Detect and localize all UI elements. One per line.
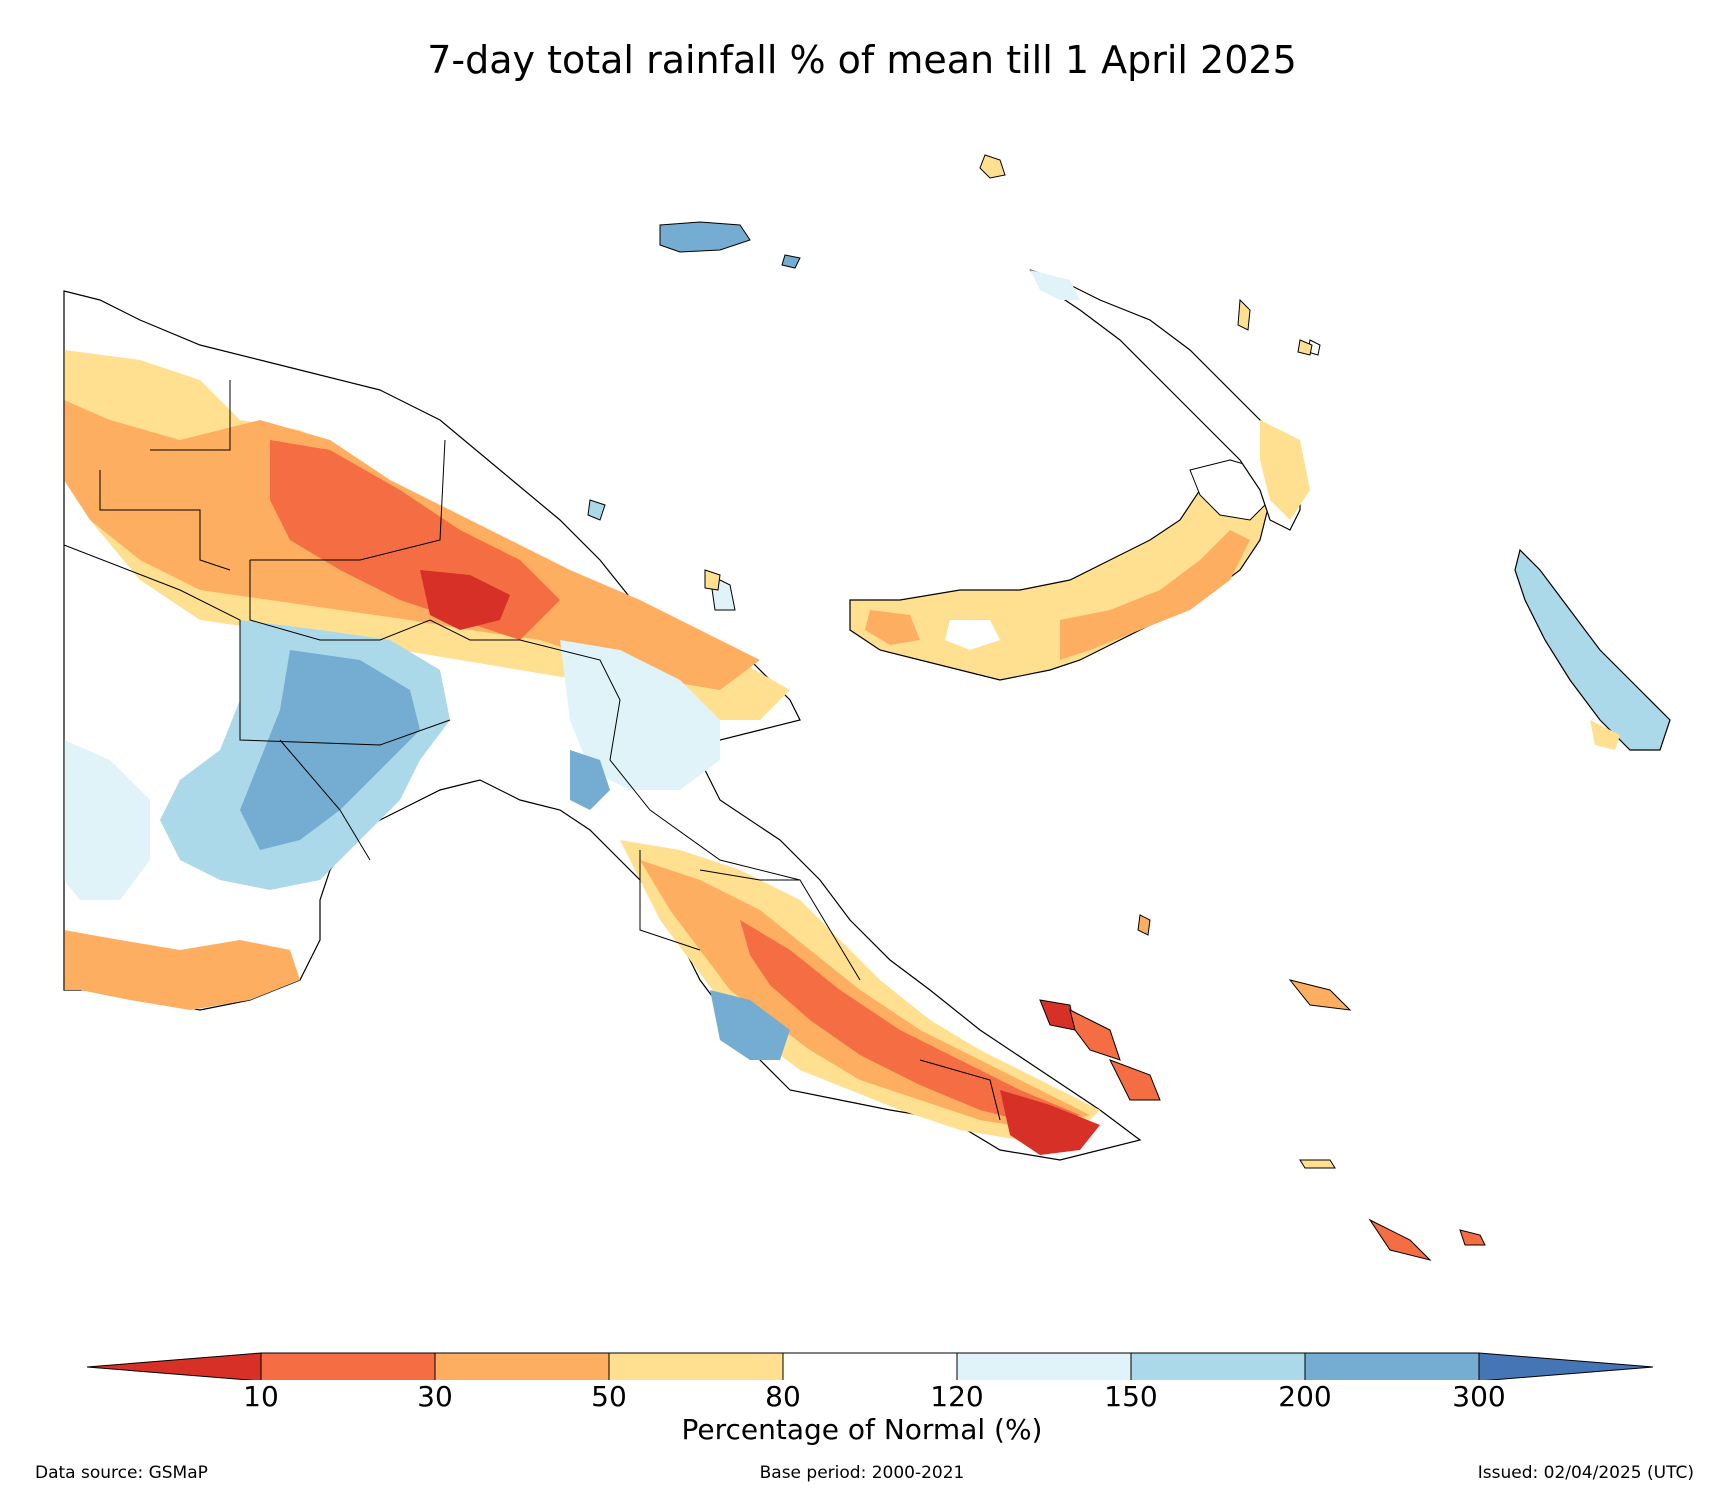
region-lightblue-sepik <box>560 640 720 790</box>
colorbar-tick-200: 200 <box>1278 1380 1332 1413</box>
region-lt10-north <box>420 570 510 630</box>
colorbar-bin-10-30 <box>260 1352 436 1380</box>
new-britain-orange <box>1060 530 1250 660</box>
new-ireland-lightblue <box>1030 270 1080 300</box>
map-title: 7-day total rainfall % of mean till 1 Ap… <box>427 38 1297 82</box>
new-britain-orange-west <box>865 610 920 645</box>
colorbar-bin-120-150 <box>956 1352 1132 1380</box>
new-ireland-yellow <box>1260 420 1310 520</box>
mainland-png <box>63 290 1142 1161</box>
region-papuan-blue <box>710 990 790 1060</box>
new-britain-white <box>945 620 1000 650</box>
region-south-west-orange <box>64 930 300 1010</box>
new-ireland-outline <box>1029 269 1301 531</box>
rainfall-map <box>63 154 1671 1261</box>
issued-date-note: Issued: 02/04/2025 (UTC) <box>1477 1463 1694 1483</box>
colorbar-bin-200-300 <box>1304 1352 1480 1380</box>
colorbar-tick-300: 300 <box>1452 1380 1506 1413</box>
colorbar-tick-30: 30 <box>417 1380 453 1413</box>
colorbar-low-extend <box>86 1352 262 1380</box>
region-papuan-dark-red <box>1000 1090 1100 1155</box>
province-boundaries <box>63 291 1001 1121</box>
colorbar-bin-30-50 <box>434 1352 610 1380</box>
data-source-note: Data source: GSMaP <box>35 1463 208 1483</box>
new-ireland <box>1029 269 1310 531</box>
region-lightblue-west <box>64 740 150 900</box>
colorbar-tick-150: 150 <box>1104 1380 1158 1413</box>
small-islands <box>587 154 1486 1261</box>
colorbar-high-extend <box>1478 1352 1654 1380</box>
colorbar-bin-80-120 <box>782 1352 958 1380</box>
new-britain <box>849 459 1271 681</box>
manus-island <box>659 221 801 269</box>
colorbar-bin-150-200 <box>1130 1352 1306 1380</box>
colorbar-bin-50-80 <box>608 1352 784 1380</box>
colorbar <box>86 1352 1654 1380</box>
colorbar-tick-80: 80 <box>765 1380 801 1413</box>
region-deep-blue-central <box>240 650 420 850</box>
base-period-note: Base period: 2000-2021 <box>759 1463 965 1483</box>
colorbar-tick-120: 120 <box>930 1380 984 1413</box>
bougainville-outline <box>1514 548 1671 751</box>
colorbar-tick-50: 50 <box>591 1380 627 1413</box>
region-blue-sepik <box>570 750 610 810</box>
colorbar-tick-10: 10 <box>243 1380 279 1413</box>
bougainville <box>1514 548 1671 751</box>
manus-outline <box>659 221 751 253</box>
colorbar-label: Percentage of Normal (%) <box>681 1413 1043 1446</box>
